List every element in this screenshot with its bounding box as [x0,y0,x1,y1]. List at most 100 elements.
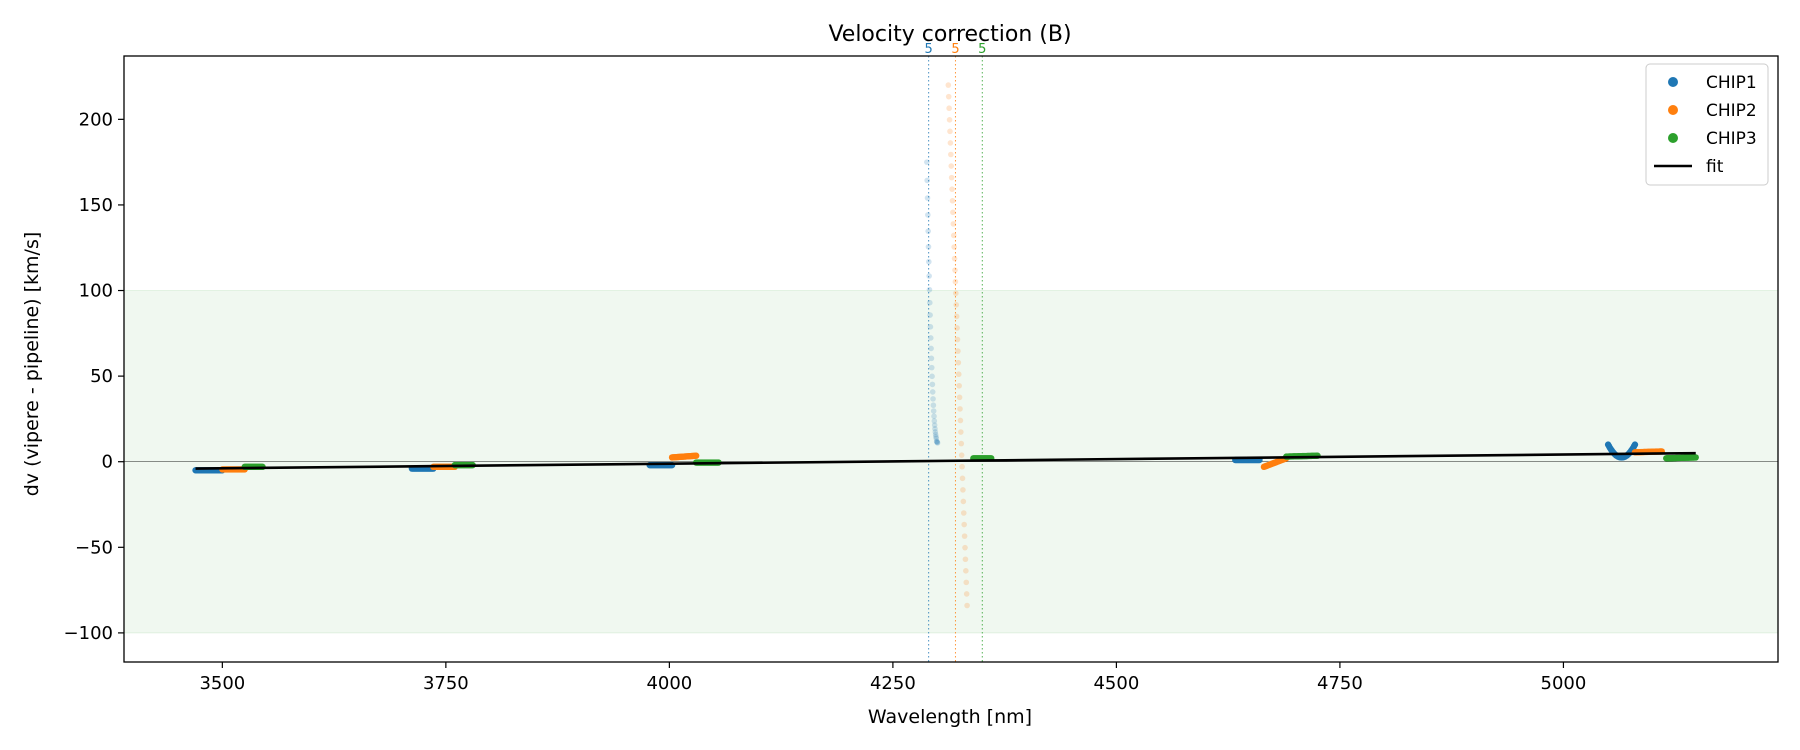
outlier-point-chip1 [925,212,931,218]
outlier-point-chip2 [953,290,959,297]
outlier-point-chip2 [945,93,952,100]
legend-marker-chip2 [1668,105,1678,115]
y-tick-label: 100 [79,281,113,302]
y-axis-label: dv (vipere - pipeline) [km/s] [21,232,43,497]
outlier-point-chip1 [933,433,939,440]
legend-box [1645,63,1769,186]
outlier-point-chip2 [963,579,970,586]
x-axis: 3500 3750 4000 4250 4500 4750 5000 [199,662,1586,694]
outlier-point-chip2 [949,197,956,204]
fit-line [195,451,1696,470]
data-point [1631,441,1639,448]
outlier-point-chip2 [959,463,965,470]
outlier-point-chip2 [960,510,967,516]
outlier-point-chip1 [928,364,935,371]
outlier-point-chip2 [947,140,954,146]
outlier-point-chip2 [960,498,967,505]
outlier-point-chip2 [953,302,960,308]
y-axis: −100 −50 0 50 100 150 200 [64,109,124,644]
outlier-point-chip1 [925,228,931,234]
legend-label-chip3: CHIP3 [1706,129,1757,149]
outlier-point-chip2 [954,336,961,343]
outlier-point-chip1 [927,335,934,341]
outlier-points [924,82,970,609]
outlier-point-chip1 [930,396,936,402]
legend-label-fit: fit [1706,157,1724,177]
x-axis-label: Wavelength [nm] [868,706,1032,728]
outlier-point-chip2 [961,533,968,539]
legend-marker-chip1 [1668,77,1678,87]
outlier-point-chip2 [963,591,970,597]
legend-label-chip1: CHIP1 [1706,73,1757,93]
outlier-point-chip1 [927,324,934,330]
outlier-point-chip2 [950,221,957,227]
outlier-point-chip2 [955,371,962,378]
outlier-point-chip2 [947,128,953,135]
outlier-point-chip2 [962,544,968,551]
outlier-point-chip2 [958,429,964,435]
plot-frame [123,55,1779,663]
outlier-point-chip1 [932,431,939,438]
y-tick-label: 200 [79,109,113,130]
legend-marker-chip3 [1668,133,1678,143]
legend: CHIP1 CHIP2 CHIP3 fit [1645,63,1769,186]
outlier-point-chip1 [931,422,938,428]
outlier-point-chip2 [958,452,965,458]
y-tick-label: 150 [79,195,113,216]
outlier-point-chip2 [956,394,963,401]
x-tick-label: 4250 [870,673,916,694]
outlier-point-chip1 [924,159,930,165]
outlier-point-chip1 [934,439,941,446]
outlier-point-chip1 [925,243,932,250]
outlier-point-chip1 [929,373,935,380]
outlier-point-chip2 [955,359,962,366]
outlier-point-chip1 [924,177,930,184]
outlier-point-chip1 [926,286,933,293]
outlier-point-chip1 [926,258,932,265]
outlier-point-chip2 [953,313,960,320]
outlier-point-chip2 [957,417,964,424]
outlier-point-chip2 [959,475,966,482]
outlier-point-chip2 [946,116,953,123]
outlier-point-chip2 [952,267,958,273]
outlier-point-chip1 [930,402,937,409]
outlier-point-chip1 [932,426,938,432]
outlier-point-chip2 [946,105,952,112]
outlier-point-chip2 [963,568,969,574]
x-tick-label: 3750 [423,673,469,694]
flag-lines: 5 5 5 [925,42,986,662]
flag-label-chip1: 5 [925,42,933,57]
legend-label-chip2: CHIP2 [1706,101,1757,121]
outlier-point-chip1 [933,438,940,445]
outlier-point-chip1 [934,439,940,445]
data-point [1692,454,1699,461]
outlier-point-chip1 [932,429,939,435]
x-tick-label: 4500 [1093,673,1139,694]
y-tick-label: −50 [75,537,113,558]
outlier-point-chip2 [962,556,969,563]
outlier-point-chip1 [934,440,941,446]
outlier-point-chip1 [933,435,940,442]
outlier-point-chip2 [948,163,955,169]
y-tick-label: 0 [102,452,113,473]
x-tick-label: 4000 [646,673,692,694]
outlier-point-chip2 [952,278,959,285]
outlier-point-chip2 [954,325,960,331]
y-tick-label: 50 [90,366,113,387]
flag-label-chip2: 5 [951,42,959,57]
x-tick-label: 5000 [1541,673,1587,694]
outlier-point-chip1 [930,408,937,414]
outlier-point-chip2 [958,440,965,447]
outlier-point-chip2 [950,209,956,216]
outlier-point-chip1 [931,418,938,424]
outlier-point-chip2 [960,487,966,493]
outlier-point-chip2 [948,151,954,158]
outlier-point-chip2 [951,244,957,250]
x-tick-label: 3500 [199,673,245,694]
outlier-point-chip1 [931,413,937,420]
outlier-point-chip1 [928,355,935,362]
outlier-point-chip2 [964,602,970,609]
outlier-point-chip2 [951,255,958,262]
fit-layer [195,451,1696,470]
